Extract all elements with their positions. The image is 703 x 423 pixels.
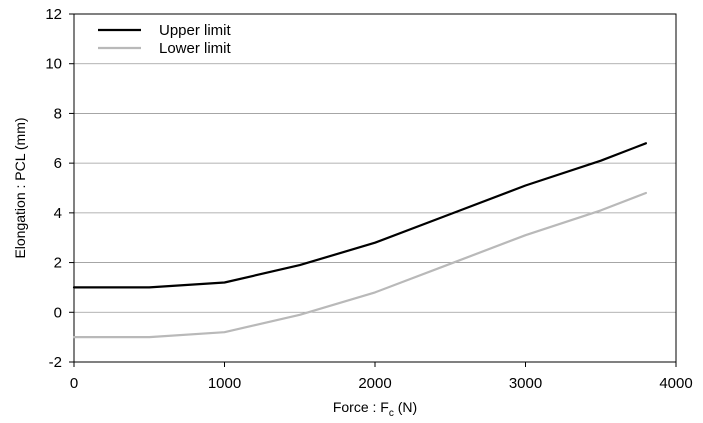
y-tick-label: 2 — [54, 255, 62, 272]
x-axis-title-subscript: c — [389, 408, 394, 418]
y-tick-label: 0 — [54, 304, 62, 321]
y-tick-label: 6 — [54, 155, 62, 172]
y-tick-label: 10 — [45, 56, 62, 73]
series-line-lower-limit — [72, 191, 648, 339]
y-tick-label: 8 — [54, 105, 62, 122]
x-axis-title-prefix: Force : F — [333, 399, 389, 415]
x-tick-label: 1000 — [208, 375, 241, 392]
plot-area-frame — [73, 13, 677, 363]
x-tick-label: 2000 — [358, 375, 391, 392]
y-axis-title: Elongation : PCL (mm) — [12, 117, 28, 258]
gridlines — [74, 63, 676, 313]
x-tick-label: 0 — [70, 375, 78, 392]
x-tick-label: 4000 — [659, 375, 692, 392]
legend-label-upper-limit: Upper limit — [159, 22, 232, 39]
series-lines — [72, 142, 648, 339]
y-tick-label: 4 — [54, 205, 62, 222]
series-line-upper-limit — [72, 142, 648, 289]
x-axis-title: Force : Fc (N) — [333, 399, 417, 418]
y-tick-label: 12 — [45, 6, 62, 23]
x-tick-label: 3000 — [509, 375, 542, 392]
y-tick-label: -2 — [49, 354, 62, 371]
axis-ticks: -2 0 2 4 6 8 10 12 0 1000 2000 3000 4000 — [45, 6, 692, 392]
legend-label-lower-limit: Lower limit — [159, 40, 232, 57]
x-axis-title-suffix: (N) — [394, 399, 417, 415]
